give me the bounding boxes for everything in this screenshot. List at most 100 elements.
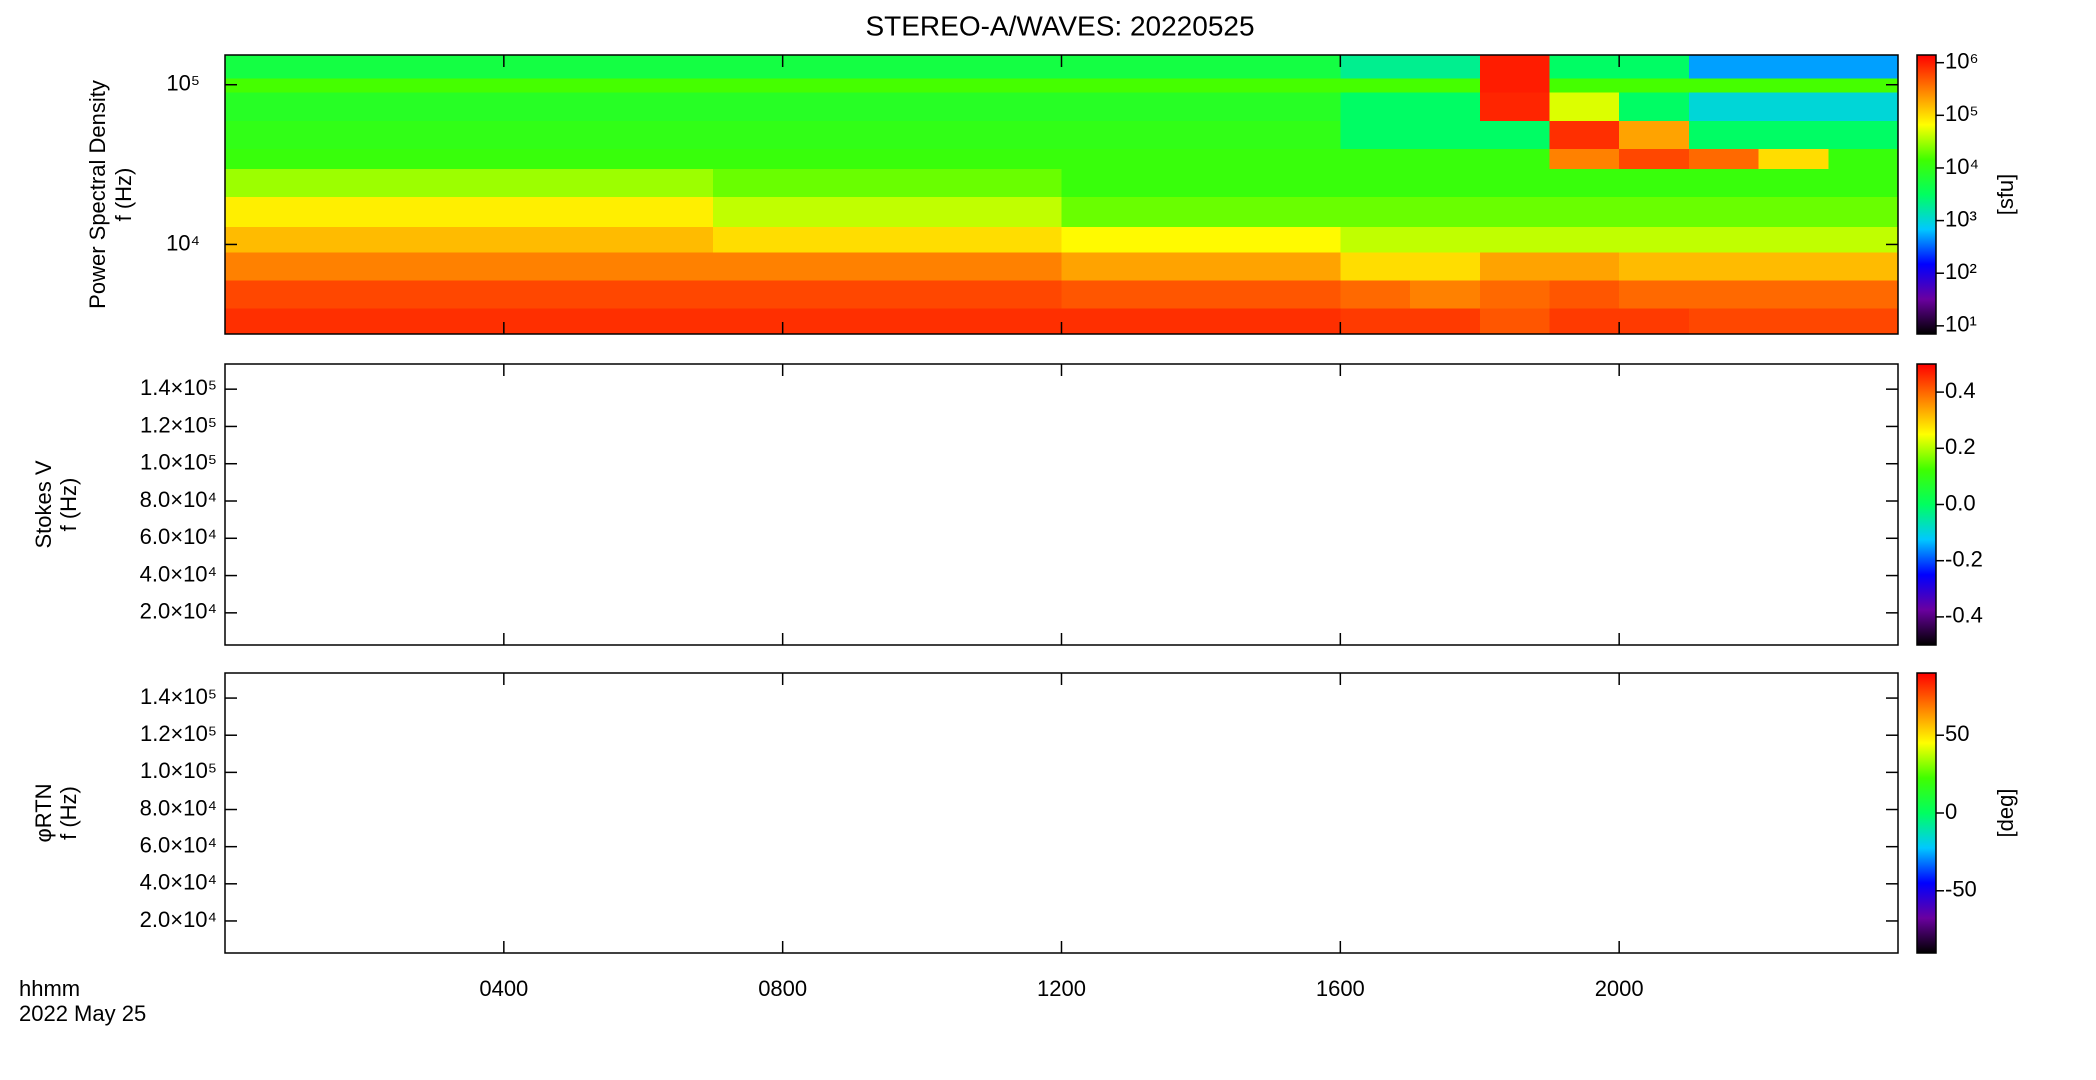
heatmap-cell	[643, 78, 714, 93]
heatmap-cell	[1758, 55, 1829, 79]
heatmap-cell	[434, 251, 505, 281]
colorbar	[1916, 363, 1937, 646]
heatmap-cell	[1758, 251, 1829, 281]
heatmap-cell	[922, 55, 993, 79]
y-tick-label: 10⁴	[166, 230, 200, 255]
heatmap-cell	[922, 279, 993, 309]
heatmap-cell	[434, 226, 505, 253]
heatmap-cell	[1479, 78, 1551, 93]
heatmap-cell	[1131, 196, 1202, 227]
heatmap-cell	[922, 308, 993, 335]
heatmap-cell	[294, 308, 366, 335]
heatmap-cell	[1619, 226, 1690, 253]
spectrogram	[225, 55, 1899, 335]
heatmap-cell	[573, 78, 644, 93]
colorbar-tick-label: 0	[1945, 799, 1957, 824]
colorbar-label: [deg]	[1993, 789, 2018, 838]
colorbar-tick-label: 10⁴	[1945, 154, 1979, 179]
heatmap-cell	[1410, 226, 1481, 253]
heatmap-cell	[1131, 148, 1202, 169]
heatmap-cell	[1828, 55, 1899, 79]
heatmap-cell	[1200, 226, 1272, 253]
heatmap-cell	[1619, 196, 1690, 227]
colorbar-tick-label: 10⁵	[1945, 101, 1979, 126]
heatmap-cell	[1828, 168, 1899, 197]
heatmap-cell	[991, 308, 1063, 335]
heatmap-cell	[1828, 279, 1899, 309]
heatmap-cell	[573, 120, 644, 149]
colorbar-tick-label: -50	[1945, 877, 1977, 902]
heatmap-cell	[852, 148, 923, 169]
y-tick-label: 1.2×10⁵	[140, 412, 217, 437]
heatmap-cell	[712, 308, 784, 335]
heatmap-cell	[991, 226, 1063, 253]
heatmap-cell	[712, 251, 784, 281]
heatmap-cell	[1549, 226, 1620, 253]
heatmap-cell	[1549, 168, 1620, 197]
colorbar-tick-label: -0.2	[1945, 547, 1983, 572]
heatmap-cell	[1200, 120, 1272, 149]
colorbar-tick-label: 10¹	[1945, 312, 1977, 337]
heatmap-cell	[1340, 78, 1411, 93]
heatmap-cell	[434, 279, 505, 309]
heatmap-cell	[503, 168, 575, 197]
heatmap-cell	[852, 279, 923, 309]
y-tick-label: 1.0×10⁵	[140, 450, 217, 475]
heatmap-cell	[1410, 148, 1481, 169]
heatmap-cell	[1270, 251, 1341, 281]
y-tick-label: 1.4×10⁵	[140, 375, 217, 400]
y-tick-label: 4.0×10⁴	[140, 870, 217, 895]
heatmap-cell	[1340, 92, 1411, 121]
heatmap-cell	[364, 120, 435, 149]
heatmap-cell	[294, 226, 366, 253]
heatmap-cell	[922, 92, 993, 121]
heatmap-cell	[1061, 120, 1132, 149]
y-axis-label: f (Hz)	[56, 786, 81, 840]
heatmap-cell	[1758, 120, 1829, 149]
heatmap-cell	[922, 148, 993, 169]
heatmap-cell	[1619, 78, 1690, 93]
heatmap-cell	[294, 92, 366, 121]
heatmap-cell	[1688, 196, 1760, 227]
heatmap-cell	[1061, 308, 1132, 335]
heatmap-cell	[712, 78, 784, 93]
heatmap-cell	[782, 279, 853, 309]
heatmap-cell	[1410, 251, 1481, 281]
heatmap-cell	[1479, 226, 1551, 253]
heatmap-cell	[712, 196, 784, 227]
heatmap-cell	[573, 226, 644, 253]
colorbar-tick-label: 0.2	[1945, 434, 1976, 459]
heatmap-cell	[434, 308, 505, 335]
heatmap-cell	[1688, 120, 1760, 149]
heatmap-cell	[643, 226, 714, 253]
heatmap-cell	[1131, 55, 1202, 79]
heatmap-cell	[434, 196, 505, 227]
heatmap-cell	[991, 120, 1063, 149]
heatmap-cell	[1340, 148, 1411, 169]
heatmap-cell	[294, 78, 366, 93]
heatmap-cell	[1688, 308, 1760, 335]
heatmap-cell	[1061, 168, 1132, 197]
heatmap-cell	[782, 78, 853, 93]
heatmap-cell	[852, 55, 923, 79]
heatmap-cell	[1131, 120, 1202, 149]
heatmap-cell	[852, 78, 923, 93]
heatmap-cell	[922, 251, 993, 281]
heatmap-cell	[1061, 55, 1132, 79]
heatmap-cell	[1619, 92, 1690, 121]
heatmap-cell	[225, 120, 296, 149]
heatmap-cell	[294, 251, 366, 281]
heatmap-cell	[1619, 308, 1690, 335]
heatmap-cell	[1479, 92, 1551, 121]
heatmap-cell	[364, 55, 435, 79]
heatmap-cell	[1758, 196, 1829, 227]
heatmap-cell	[991, 279, 1063, 309]
heatmap-cell	[1549, 120, 1620, 149]
y-axis-label: φRTN	[31, 783, 56, 842]
heatmap-cell	[782, 196, 853, 227]
heatmap-cell	[225, 251, 296, 281]
heatmap-cell	[573, 196, 644, 227]
heatmap-cell	[364, 226, 435, 253]
heatmap-cell	[1688, 251, 1760, 281]
